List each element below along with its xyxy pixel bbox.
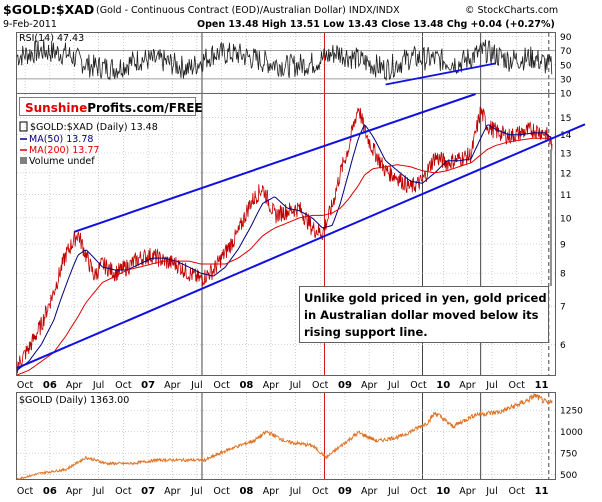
- rsi-tick-label: 50: [560, 61, 572, 71]
- rsi-label: RSI(14) 47.43: [19, 33, 84, 44]
- gold-x-tick-label: Oct: [115, 486, 132, 497]
- price-x-tick-label: Oct: [17, 380, 34, 391]
- gold-x-tick-label: Apr: [66, 486, 83, 497]
- price-x-tick-label: Oct: [115, 380, 132, 391]
- gold-tick-label: 1000: [560, 428, 583, 438]
- price-x-tick-label: 08: [239, 380, 253, 391]
- rsi-tick-label: 70: [560, 47, 572, 57]
- legend-ma200: MA(200) 13.77: [29, 145, 99, 156]
- price-x-tick-label: 07: [141, 380, 155, 391]
- gold-label: $GOLD (Daily) 1363.00: [19, 395, 129, 406]
- price-tick-label: 8: [560, 270, 566, 280]
- gold-x-tick-label: Apr: [459, 486, 476, 497]
- price-tick-label: 7: [560, 303, 566, 313]
- gold-x-tick-label: Oct: [213, 486, 230, 497]
- resistance-trend-line: [73, 93, 476, 233]
- ma200-series-line: [16, 137, 553, 376]
- price-x-tick-label: Oct: [312, 380, 329, 391]
- gold-x-tick-label: 07: [141, 486, 155, 497]
- annotation-line-2: in Australian dollar moved below its: [304, 308, 539, 322]
- brand-box: SunshineProfits.com/FREE: [19, 97, 203, 116]
- price-x-tick-label: Jul: [289, 380, 301, 391]
- price-x-tick-label: Oct: [509, 380, 526, 391]
- price-x-tick-label: Jul: [190, 380, 202, 391]
- rsi-trend-line: [385, 62, 496, 86]
- legend-ohlc-icon: [19, 121, 28, 132]
- annotation-line-3: rising support line.: [304, 325, 428, 339]
- price-x-tick-label: Apr: [459, 380, 476, 391]
- price-x-tick-label: Jul: [485, 380, 497, 391]
- price-tick-label: 14: [560, 131, 572, 141]
- price-x-tick-label: 09: [338, 380, 352, 391]
- legend-volume-icon: [20, 157, 27, 164]
- gold-x-tick-label: Jul: [387, 486, 399, 497]
- gold-x-tick-label: Oct: [509, 486, 526, 497]
- gold-x-tick-label: 08: [239, 486, 253, 497]
- tick-layer: 90 70 50 30 10 15 14 13 12 11 10 9 8 7 6 1250 1000 750 500…: [17, 33, 583, 497]
- legend-main: $GOLD:$XAD (Daily) 13.48: [30, 122, 158, 133]
- price-x-tick-label: Oct: [410, 380, 427, 391]
- legend-volume: Volume undef: [29, 156, 95, 167]
- gold-x-tick-label: Jul: [289, 486, 301, 497]
- gold-x-tick-label: Jul: [92, 486, 104, 497]
- rsi-tick-label: 30: [560, 75, 572, 85]
- price-x-tick-label: 11: [535, 380, 549, 391]
- price-tick-label: 9: [560, 240, 566, 250]
- gold-tick-label: 500: [560, 471, 577, 481]
- gold-x-tick-label: Jul: [485, 486, 497, 497]
- gold-x-tick-label: 06: [43, 486, 57, 497]
- brand-sunshine: Sunshine: [25, 101, 87, 115]
- annotation-line-1: Unlike gold priced in yen, gold priced: [304, 291, 547, 305]
- gold-x-tick-label: Oct: [410, 486, 427, 497]
- price-x-tick-label: Apr: [361, 380, 378, 391]
- chart-ohlc: Open 13.48 High 13.51 Low 13.43 Close 13…: [197, 19, 555, 30]
- rsi-tick-label: 90: [560, 33, 572, 43]
- gold-x-tick-label: Jul: [190, 486, 202, 497]
- gold-x-tick-label: Apr: [263, 486, 280, 497]
- gold-series-line: [16, 392, 553, 480]
- price-x-tick-label: Apr: [164, 380, 181, 391]
- gold-tick-label: 750: [560, 450, 577, 460]
- chart-symbol: $GOLD:$XAD: [3, 2, 94, 17]
- price-x-tick-label: Apr: [66, 380, 83, 391]
- price-x-tick-label: 10: [436, 380, 450, 391]
- legend-ma50: MA(50) 13.78: [29, 134, 93, 145]
- annotation-frame: [299, 286, 549, 343]
- rsi-tick-label: 10: [560, 90, 572, 100]
- gold-x-tick-label: Apr: [361, 486, 378, 497]
- price-x-tick-label: Oct: [213, 380, 230, 391]
- price-tick-label: 13: [560, 149, 571, 159]
- price-tick-label: 10: [560, 214, 572, 224]
- chart-credit: © StockCharts.com: [465, 5, 558, 16]
- rsi-series-line: [16, 39, 553, 81]
- gold-x-tick-label: 09: [338, 486, 352, 497]
- price-x-tick-label: Jul: [92, 380, 104, 391]
- price-series-line: [16, 106, 553, 374]
- brand-text: SunshineProfits.com/FREE: [25, 101, 203, 115]
- brand-rest: Profits.com/FREE: [87, 101, 202, 115]
- price-tick-label: 12: [560, 169, 571, 179]
- gold-x-tick-label: Oct: [312, 486, 329, 497]
- price-tick-label: 11: [560, 191, 571, 201]
- gold-tick-label: 1250: [560, 407, 583, 417]
- gold-x-tick-label: Oct: [17, 486, 34, 497]
- price-x-tick-label: 06: [43, 380, 57, 391]
- chart-date: 9-Feb-2011: [3, 19, 57, 30]
- gold-x-tick-label: Apr: [164, 486, 181, 497]
- brand-box-frame: [19, 97, 196, 116]
- series-layer: [16, 39, 586, 480]
- price-legend: $GOLD:$XAD (Daily) 13.48 MA(50) 13.78 MA…: [19, 121, 158, 167]
- gold-x-tick-label: 11: [535, 486, 549, 497]
- price-tick-label: 6: [560, 341, 566, 351]
- price-tick-label: 15: [560, 114, 571, 124]
- price-x-tick-label: Jul: [387, 380, 399, 391]
- support-trend-line: [16, 123, 586, 370]
- chart-description: (Gold - Continuous Contract (EOD)/Austra…: [96, 5, 400, 16]
- gold-panel-frame: [16, 392, 556, 480]
- ma50-series-line: [16, 124, 553, 371]
- gold-x-tick-label: 10: [436, 486, 450, 497]
- price-x-tick-label: Apr: [263, 380, 280, 391]
- annotation-box: Unlike gold priced in yen, gold priced i…: [299, 286, 549, 343]
